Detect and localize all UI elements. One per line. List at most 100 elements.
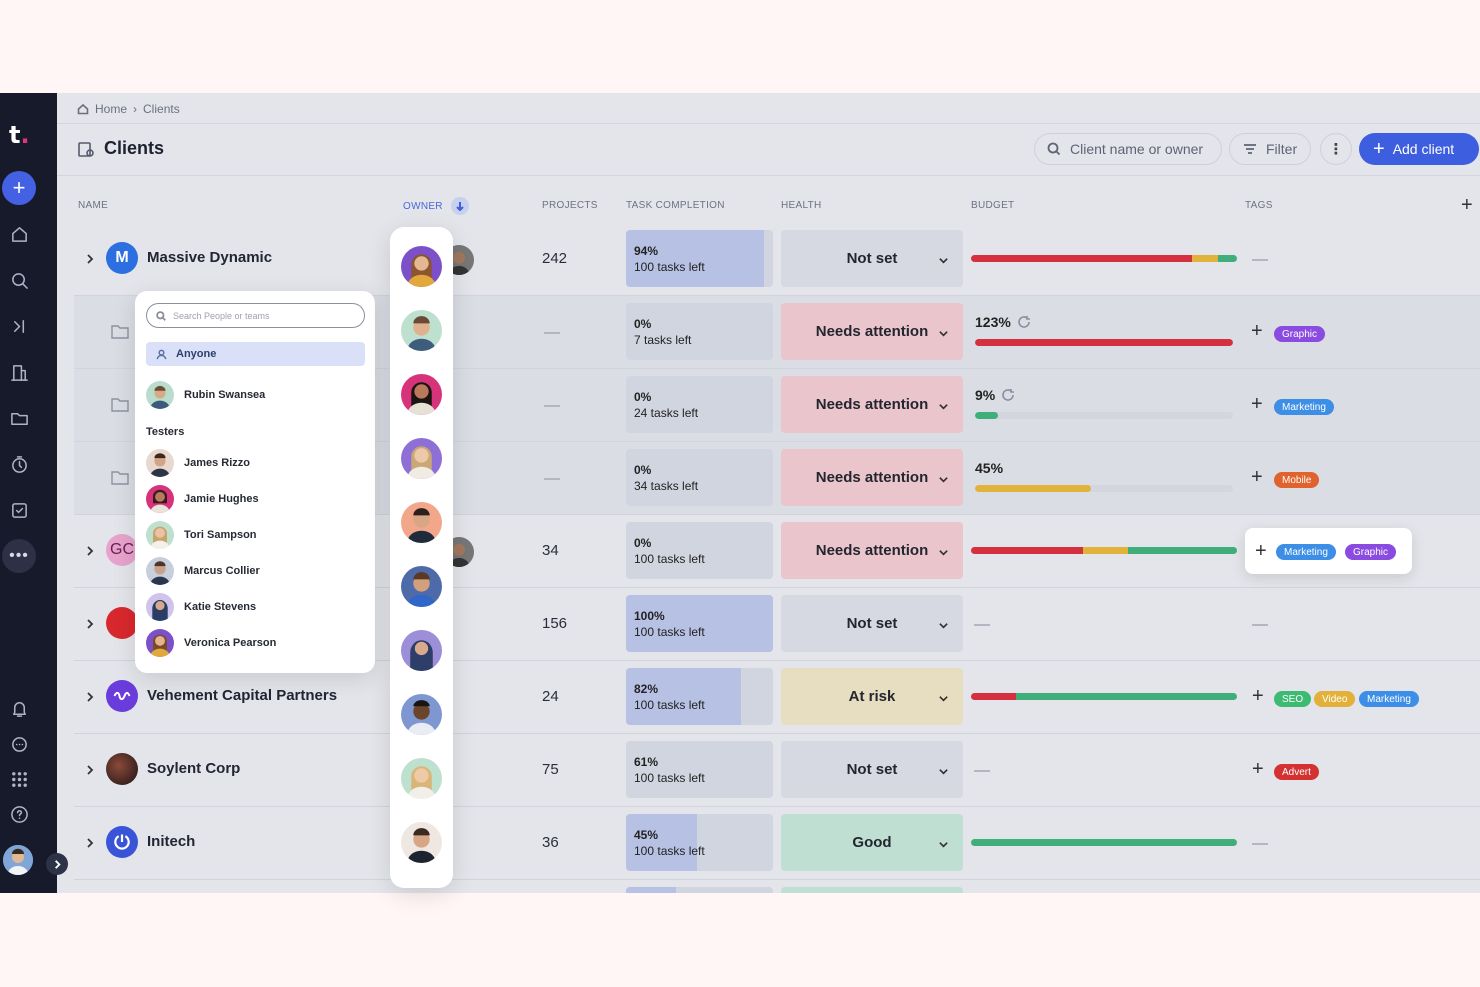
client-name[interactable]: Vehement Capital Partners	[147, 687, 338, 704]
chevron-right-icon[interactable]	[84, 836, 96, 848]
table-row[interactable]: M Massive Dynamic 242 94% 100 tasks left…	[74, 223, 1480, 296]
person-option[interactable]: Marcus Collier	[146, 557, 260, 585]
sort-down-icon[interactable]	[450, 197, 469, 215]
tag[interactable]: Graphic	[1345, 544, 1397, 560]
breadcrumb-home[interactable]: Home	[95, 102, 128, 116]
table-row[interactable]: Initech 36 45% 100 tasks left Good	[74, 807, 1480, 880]
refresh-icon[interactable]	[1017, 315, 1031, 329]
building-icon[interactable]	[6, 359, 32, 385]
tag[interactable]: Video	[1314, 691, 1356, 707]
bell-icon[interactable]	[6, 695, 32, 721]
tag[interactable]: Marketing	[1359, 691, 1419, 707]
add-tag-icon[interactable]: +	[1251, 393, 1263, 415]
more-icon[interactable]: •••	[2, 539, 36, 573]
chevron-right-icon[interactable]	[84, 617, 96, 629]
col-tags[interactable]: TAGS	[1245, 200, 1273, 211]
health-select[interactable]: Needs attention	[781, 303, 963, 360]
tag[interactable]: SEO	[1274, 691, 1312, 707]
home-icon[interactable]	[6, 221, 32, 247]
health-select[interactable]: Not set	[781, 741, 963, 798]
health-select[interactable]: Not set	[781, 595, 963, 652]
tag[interactable]: Graphic	[1274, 326, 1326, 342]
col-name[interactable]: NAME	[78, 200, 109, 211]
client-search-input[interactable]: Client name or owner	[1034, 133, 1222, 165]
client-name[interactable]: Initech	[147, 833, 196, 850]
add-tag-icon[interactable]: +	[1252, 758, 1264, 780]
health-select[interactable]: Good	[781, 814, 963, 871]
checklist-icon[interactable]	[6, 497, 32, 523]
add-client-button[interactable]: + Add client	[1359, 133, 1479, 165]
collapse-icon[interactable]	[6, 313, 32, 339]
chevron-right-icon[interactable]	[84, 763, 96, 775]
expand-sidebar-button[interactable]	[46, 853, 68, 875]
avatar[interactable]	[401, 246, 442, 287]
col-owner[interactable]: OWNER	[403, 197, 469, 215]
table-row[interactable]: Vehement Capital Partners 24 82% 100 tas…	[74, 661, 1480, 734]
chat-icon[interactable]	[6, 731, 32, 757]
avatar[interactable]	[401, 566, 442, 607]
folder-icon[interactable]	[6, 405, 32, 431]
search-icon	[1047, 142, 1061, 156]
filter-button[interactable]: Filter	[1229, 133, 1311, 165]
help-icon[interactable]	[6, 801, 32, 827]
person-option[interactable]: Rubin Swansea	[146, 381, 265, 409]
tag[interactable]: Marketing	[1274, 399, 1334, 415]
chevron-right-icon[interactable]	[84, 544, 96, 556]
chevron-right-icon[interactable]	[84, 690, 96, 702]
table-row[interactable]: 156 100% 100 tasks left Not set	[74, 588, 1480, 661]
apps-icon[interactable]	[6, 766, 32, 792]
person-option[interactable]: Katie Stevens	[146, 593, 256, 621]
avatar[interactable]	[401, 374, 442, 415]
refresh-icon[interactable]	[1001, 388, 1015, 402]
more-options-button[interactable]: ⋮	[1320, 133, 1352, 165]
health-select[interactable]	[781, 887, 963, 893]
projects-empty	[544, 405, 560, 407]
add-tag-icon[interactable]: +	[1255, 540, 1267, 562]
projects-count: 156	[542, 615, 568, 632]
add-column-icon[interactable]: +	[1461, 194, 1473, 216]
avatar[interactable]	[401, 758, 442, 799]
app-logo[interactable]: t.	[9, 121, 30, 149]
create-button[interactable]: +	[2, 171, 36, 205]
health-select[interactable]: Needs attention	[781, 449, 963, 506]
health-select[interactable]: At risk	[781, 668, 963, 725]
avatar[interactable]	[401, 438, 442, 479]
avatar[interactable]	[401, 630, 442, 671]
tag[interactable]: Advert	[1274, 764, 1319, 780]
col-task-completion[interactable]: TASK COMPLETION	[626, 200, 725, 211]
people-search-input[interactable]: Search People or teams	[146, 303, 365, 328]
table-row[interactable]: Soylent Corp 75 61% 100 tasks left Not s…	[74, 734, 1480, 807]
divider	[57, 175, 1480, 176]
avatar[interactable]	[401, 694, 442, 735]
col-budget[interactable]: BUDGET	[971, 200, 1015, 211]
person-option[interactable]: Tori Sampson	[146, 521, 257, 549]
person-option[interactable]: Jamie Hughes	[146, 485, 259, 513]
tag[interactable]: Mobile	[1274, 472, 1320, 488]
health-select[interactable]: Not set	[781, 230, 963, 287]
search-icon[interactable]	[6, 267, 32, 293]
add-tag-icon[interactable]: +	[1252, 685, 1264, 707]
tag[interactable]: Marketing	[1276, 544, 1336, 560]
col-projects[interactable]: PROJECTS	[542, 200, 598, 211]
user-avatar[interactable]	[3, 845, 33, 875]
timer-icon[interactable]	[6, 451, 32, 477]
app-window: t. + ••• Home › Clients Clients	[0, 93, 1480, 893]
table-row[interactable]	[74, 880, 1480, 893]
avatar[interactable]	[401, 310, 442, 351]
anyone-option[interactable]: Anyone	[146, 342, 365, 366]
chevron-right-icon[interactable]	[84, 252, 96, 264]
health-select[interactable]: Needs attention	[781, 522, 963, 579]
avatar[interactable]	[401, 502, 442, 543]
col-health[interactable]: HEALTH	[781, 200, 822, 211]
person-option[interactable]: Veronica Pearson	[146, 629, 276, 657]
health-select[interactable]: Needs attention	[781, 376, 963, 433]
avatar[interactable]	[401, 822, 442, 863]
client-logo	[106, 826, 138, 858]
add-tag-icon[interactable]: +	[1251, 320, 1263, 342]
client-name[interactable]: Soylent Corp	[147, 760, 241, 777]
add-tag-icon[interactable]: +	[1251, 466, 1263, 488]
task-percent: 0%	[634, 463, 652, 477]
table-row[interactable]: GC 34 0% 100 tasks left Needs attention …	[74, 515, 1480, 588]
client-name[interactable]: Massive Dynamic	[147, 249, 273, 266]
person-option[interactable]: James Rizzo	[146, 449, 250, 477]
